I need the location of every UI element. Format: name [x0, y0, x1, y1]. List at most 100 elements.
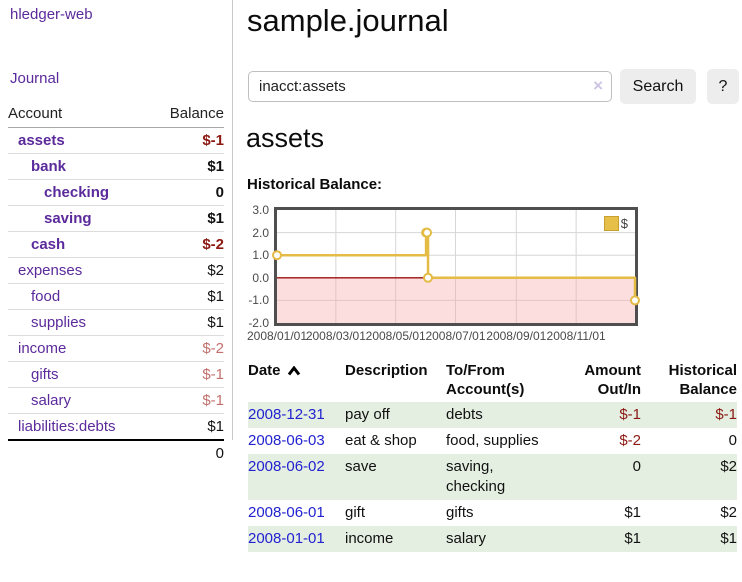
clear-search-icon[interactable]: × [593, 76, 603, 95]
sidebar-item-journal[interactable]: Journal [10, 70, 60, 87]
account-balance: $-1 [202, 132, 224, 149]
account-link[interactable]: bank [31, 158, 67, 175]
historical-balance-label: Historical Balance: [247, 176, 383, 193]
transaction-balance: 0 [728, 432, 737, 449]
accounts-total-spacer [8, 440, 152, 466]
transaction-description: income [345, 530, 394, 547]
account-balance: $1 [207, 314, 224, 331]
register-row: 2008-01-01 income salary $1 $1 [248, 526, 737, 552]
account-row: saving $1 [8, 205, 224, 232]
register-header-balance: Historical Balance [668, 362, 737, 398]
chart-plot-area[interactable]: $ [272, 207, 640, 326]
accounts-table: Account Balance assets $-1 bank $1 checking 0… [8, 101, 224, 466]
chart-canvas [272, 210, 640, 323]
search-button[interactable]: Search [620, 69, 696, 104]
transaction-description: gift [345, 504, 366, 521]
sidebar: hledger-web Journal Account Balance asse… [0, 0, 233, 462]
accounts-header-row: Account Balance [8, 101, 224, 128]
transaction-amount: 0 [632, 458, 641, 475]
register-table: Date Description To/From Account(s) Amou… [248, 358, 737, 552]
chart-x-tick: 2008/07/01 [425, 329, 486, 343]
legend-swatch-icon [603, 216, 619, 231]
register-header-date[interactable]: Date [248, 358, 345, 402]
sort-ascending-icon [287, 365, 300, 376]
account-row: food $1 [8, 283, 224, 310]
account-balance: $1 [207, 288, 224, 305]
account-row: checking 0 [8, 179, 224, 206]
chart-x-tick: 2008/11/01 [546, 329, 606, 343]
transaction-description: eat & shop [345, 432, 417, 449]
transaction-amount: $1 [624, 504, 641, 521]
transaction-date-link[interactable]: 2008-06-02 [248, 458, 325, 475]
transaction-date-link[interactable]: 2008-12-31 [248, 406, 325, 423]
transaction-amount: $1 [624, 530, 641, 547]
transaction-accounts: saving, checking [446, 458, 506, 495]
account-link[interactable]: cash [31, 236, 66, 253]
accounts-header-account: Account [8, 105, 63, 122]
transaction-accounts: salary [446, 530, 487, 547]
account-balance: $2 [207, 262, 224, 279]
account-row: income $-2 [8, 335, 224, 362]
account-balance: $-1 [202, 366, 224, 383]
account-link[interactable]: expenses [18, 262, 83, 279]
chart-y-tick: 0.0 [252, 270, 269, 285]
account-row: bank $1 [8, 153, 224, 180]
transaction-balance: $2 [720, 504, 737, 521]
account-row: salary $-1 [8, 387, 224, 414]
transaction-balance: $2 [720, 458, 737, 475]
transaction-date-link[interactable]: 2008-06-03 [248, 432, 325, 449]
account-balance: $1 [207, 210, 224, 227]
transaction-amount: $-2 [619, 432, 641, 449]
page-title: sample.journal [247, 3, 449, 38]
account-row: gifts $-1 [8, 361, 224, 388]
account-balance: $-2 [202, 236, 224, 253]
chart-y-tick: -1.0 [248, 293, 269, 308]
transaction-date-link[interactable]: 2008-01-01 [248, 530, 325, 547]
account-link[interactable]: salary [31, 392, 72, 409]
account-link[interactable]: food [31, 288, 61, 305]
register-header-row: Date Description To/From Account(s) Amou… [248, 358, 737, 402]
accounts-header-balance: Balance [169, 105, 224, 122]
account-balance: 0 [215, 184, 224, 201]
transaction-date-link[interactable]: 2008-06-01 [248, 504, 325, 521]
chart-y-tick: -2.0 [248, 316, 269, 330]
account-row: liabilities:debts $1 [8, 413, 224, 441]
register-row: 2008-06-01 gift gifts $1 $2 [248, 500, 737, 526]
accounts-total-value: 0 [215, 445, 224, 462]
account-balance: $-1 [202, 392, 224, 409]
transaction-description: save [345, 458, 377, 475]
chart-y-axis-labels: 3.0 2.0 1.0 0.0 -1.0 -2.0 [236, 203, 269, 330]
chart-x-tick: 2008/03/01 [305, 329, 366, 343]
chart-y-tick: 1.0 [252, 248, 269, 263]
transaction-accounts: debts [446, 406, 483, 423]
chart-x-tick: 2008/05/01 [365, 329, 426, 343]
transaction-accounts: food, supplies [446, 432, 539, 449]
account-row: supplies $1 [8, 309, 224, 336]
account-link[interactable]: assets [18, 132, 65, 149]
account-link[interactable]: saving [44, 210, 92, 227]
account-balance: $1 [207, 418, 224, 435]
transaction-description: pay off [345, 406, 390, 423]
transaction-accounts: gifts [446, 504, 474, 521]
account-link[interactable]: supplies [31, 314, 87, 331]
chart-x-tick: 2008/01/01 [246, 329, 308, 343]
search-input[interactable] [248, 71, 612, 102]
register-header-date-label: Date [248, 362, 281, 379]
historical-balance-chart: 3.0 2.0 1.0 0.0 -1.0 -2.0 $ 2008/01/01 2008/03… [236, 203, 736, 352]
register-row: 2008-06-02 save saving, checking 0 $2 [248, 454, 737, 500]
account-link[interactable]: gifts [31, 366, 59, 383]
account-row: assets $-1 [8, 128, 224, 154]
transaction-amount: $-1 [619, 406, 641, 423]
help-button[interactable]: ? [707, 69, 739, 104]
account-link[interactable]: liabilities:debts [18, 418, 116, 435]
register-row: 2008-06-03 eat & shop food, supplies $-2 0 [248, 428, 737, 454]
account-balance: $1 [207, 158, 224, 175]
app-brand-link[interactable]: hledger-web [10, 6, 93, 23]
transaction-balance: $-1 [715, 406, 737, 423]
account-link[interactable]: income [18, 340, 67, 357]
register-header-description: Description [345, 362, 428, 379]
account-link[interactable]: checking [44, 184, 110, 201]
transaction-balance: $1 [720, 530, 737, 547]
account-row: expenses $2 [8, 257, 224, 284]
